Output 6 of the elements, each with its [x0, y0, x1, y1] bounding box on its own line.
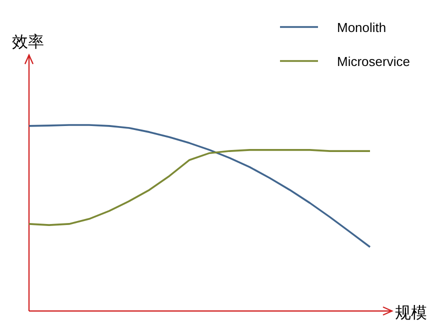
y-axis-title: 效率 — [12, 33, 44, 51]
x-axis-title: 规模 — [395, 304, 427, 322]
legend-label: Microservice — [337, 54, 410, 69]
legend-item: Microservice — [280, 54, 410, 69]
legend-label: Monolith — [337, 20, 386, 35]
legend-item: Monolith — [280, 20, 386, 35]
